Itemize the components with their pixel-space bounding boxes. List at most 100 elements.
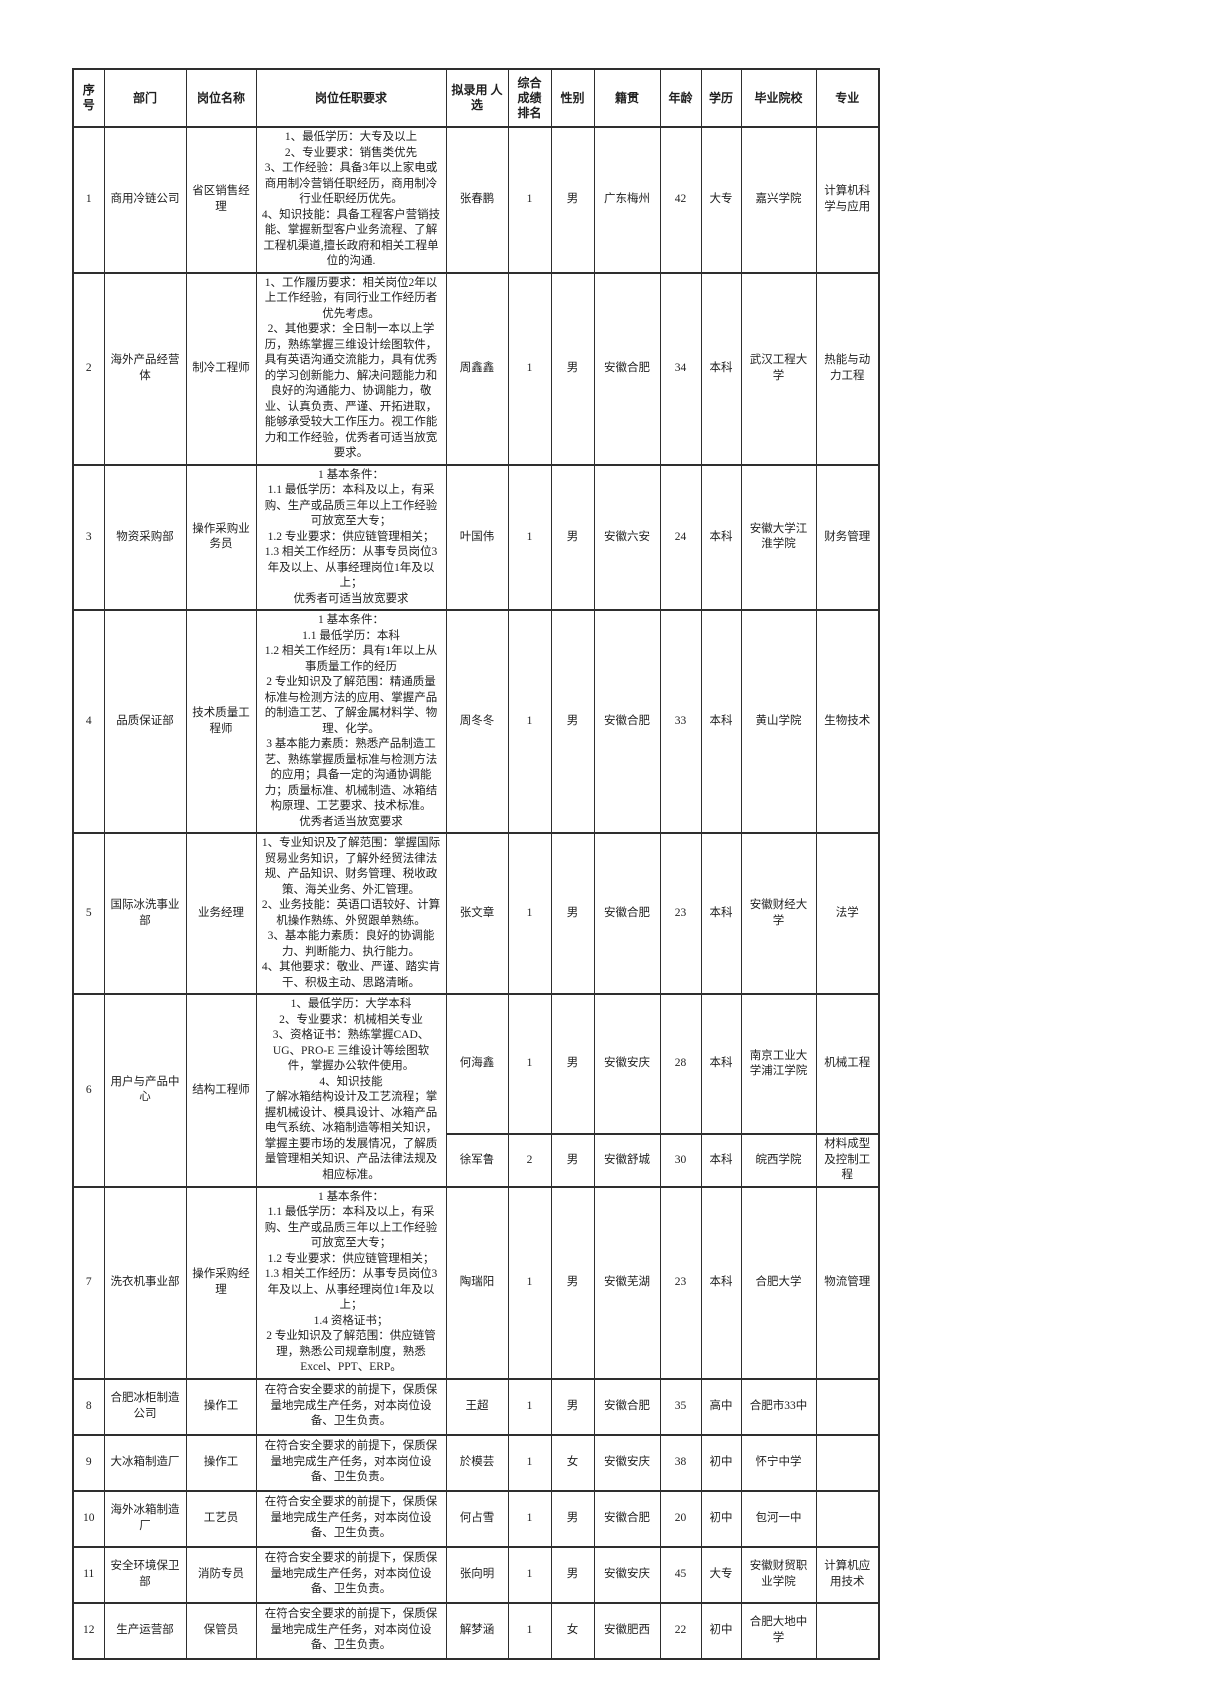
requirements-cell: 1、最低学历：大学本科 2、专业要求：机械相关专业 3、资格证书：熟练掌握CAD… xyxy=(255,993,447,1188)
seq-cell: 8 xyxy=(72,1377,105,1436)
rank-cell: 1 xyxy=(507,832,552,995)
table-row: 8 合肥冰柜制造公司 操作工 在符合安全要求的前提下，保质保量地完成生产任务，对本岗位… xyxy=(72,1377,880,1436)
header-position: 岗位名称 xyxy=(185,68,257,128)
candidate-name-cell: 何占雪 xyxy=(445,1489,509,1548)
gender-cell: 女 xyxy=(550,1601,595,1660)
department-cell: 商用冷链公司 xyxy=(103,126,187,274)
table-row: 徐军鲁 2 男安徽舒城 30 本科 皖西学院 材料成型及控制工程 xyxy=(73,1133,880,1188)
major-cell: 财务管理 xyxy=(815,463,880,611)
rank-cell: 1 xyxy=(507,271,552,466)
major-cell: 生物技术 xyxy=(815,609,880,834)
age-cell: 42 xyxy=(659,126,702,274)
position-cell: 操作采购业务员 xyxy=(185,463,257,611)
table-row: 4 品质保证部 技术质量工程师 1 基本条件： 1.1 最低学历：本科 1.2 相关工… xyxy=(72,609,880,834)
education-cell: 大专 xyxy=(700,126,742,274)
major-cell: 计算机科学与应用 xyxy=(815,126,880,274)
candidate-name-cell: 解梦涵 xyxy=(445,1601,509,1660)
education-cell: 高中 xyxy=(700,1377,742,1436)
gender-cell: 男 xyxy=(550,271,595,466)
department-cell: 品质保证部 xyxy=(103,609,187,834)
school-cell: 怀宁中学 xyxy=(740,1433,817,1492)
origin-cell: 安徽安庆 xyxy=(593,1433,661,1492)
origin-cell: 安徽合肥 xyxy=(593,609,661,834)
requirements-cell: 在符合安全要求的前提下，保质保量地完成生产任务，对本岗位设备、卫生负责。 xyxy=(255,1489,447,1548)
requirements-cell: 1 基本条件： 1.1 最低学历：本科及以上，有采购、生产或品质三年以上工作经验… xyxy=(255,463,447,611)
position-cell: 技术质量工程师 xyxy=(185,609,257,834)
seq-cell: 6 xyxy=(72,993,105,1188)
education-cell: 本科 xyxy=(700,609,742,834)
table-row: 11 安全环境保卫部 消防专员 在符合安全要求的前提下，保质保量地完成生产任务，对本岗… xyxy=(72,1545,880,1604)
origin-cell: 安徽合肥 xyxy=(593,1489,661,1548)
age-cell: 24 xyxy=(659,463,702,611)
table-row: 12 生产运营部 保管员 在符合安全要求的前提下，保质保量地完成生产任务，对本岗位设备… xyxy=(72,1601,880,1660)
department-cell: 海外冰箱制造厂 xyxy=(103,1489,187,1548)
school-cell: 包河一中 xyxy=(740,1489,817,1548)
age-cell: 45 xyxy=(659,1545,702,1604)
header-origin: 籍贯 xyxy=(593,68,661,128)
requirements-cell: 1 基本条件： 1.1 最低学历：本科及以上，有采购、生产或品质三年以上工作经验… xyxy=(255,1185,447,1380)
age-cell: 30 xyxy=(659,1133,702,1188)
seq-cell: 1 xyxy=(72,126,105,274)
major-cell xyxy=(815,1489,880,1548)
major-cell: 计算机应用技术 xyxy=(815,1545,880,1604)
rank-cell: 1 xyxy=(507,1433,552,1492)
major-cell: 法学 xyxy=(815,832,880,995)
education-cell: 本科 xyxy=(700,993,742,1135)
origin-cell: 安徽六安 xyxy=(593,463,661,611)
origin-cell: 安徽合肥 xyxy=(593,832,661,995)
header-age: 年龄 xyxy=(659,68,702,128)
age-cell: 23 xyxy=(659,832,702,995)
candidate-name-cell: 王超 xyxy=(445,1377,509,1436)
candidate-name-cell: 叶国伟 xyxy=(445,463,509,611)
gender-cell: 男 xyxy=(550,1377,595,1436)
department-cell: 生产运营部 xyxy=(103,1601,187,1660)
department-cell: 国际冰洗事业部 xyxy=(103,832,187,995)
gender-cell: 男 xyxy=(550,126,595,274)
table-row: 3 物资采购部 操作采购业务员 1 基本条件： 1.1 最低学历：本科及以上，有采购、… xyxy=(72,463,880,611)
position-cell: 结构工程师 xyxy=(185,993,257,1188)
rank-cell: 1 xyxy=(507,1489,552,1548)
rank-cell: 1 xyxy=(507,126,552,274)
header-education: 学历 xyxy=(700,68,742,128)
table-row: 2 海外产品经营体 制冷工程师 1、工作履历要求：相关岗位2年以上工作经验，有同行业工… xyxy=(72,271,880,466)
education-cell: 本科 xyxy=(700,832,742,995)
school-cell: 合肥市33中 xyxy=(740,1377,817,1436)
education-cell: 本科 xyxy=(700,1133,742,1188)
rank-cell: 1 xyxy=(507,993,552,1135)
school-cell: 合肥大学 xyxy=(740,1185,817,1380)
education-cell: 本科 xyxy=(700,463,742,611)
school-cell: 武汉工程大学 xyxy=(740,271,817,466)
requirements-cell: 1、工作履历要求：相关岗位2年以上工作经验，有同行业工作经历者优先考虑。 2、其… xyxy=(255,271,447,466)
gender-cell: 男 xyxy=(550,993,595,1135)
seq-cell: 3 xyxy=(72,463,105,611)
department-cell: 物资采购部 xyxy=(103,463,187,611)
department-cell: 安全环境保卫部 xyxy=(103,1545,187,1604)
requirements-cell: 1、专业知识及了解范围：掌握国际贸易业务知识，了解外经贸法律法规、产品知识、财务… xyxy=(255,832,447,995)
seq-cell: 10 xyxy=(72,1489,105,1548)
requirements-cell: 在符合安全要求的前提下，保质保量地完成生产任务，对本岗位设备、卫生负责。 xyxy=(255,1545,447,1604)
origin-cell: 安徽合肥 xyxy=(593,271,661,466)
candidate-name-cell: 陶瑞阳 xyxy=(445,1185,509,1380)
requirements-cell: 在符合安全要求的前提下，保质保量地完成生产任务，对本岗位设备、卫生负责。 xyxy=(255,1377,447,1436)
origin-cell: 安徽合肥 xyxy=(593,1377,661,1436)
school-cell: 南京工业大学浦江学院 xyxy=(740,993,817,1135)
gender-cell: 男 xyxy=(550,832,595,995)
school-cell: 皖西学院 xyxy=(740,1133,817,1188)
origin-cell: 安徽安庆 xyxy=(593,1545,661,1604)
education-cell: 本科 xyxy=(700,1185,742,1380)
requirements-cell: 1、最低学历：大专及以上 2、专业要求：销售类优先 3、工作经验：具备3年以上家… xyxy=(255,126,447,274)
candidate-name-cell: 张文章 xyxy=(445,832,509,995)
position-cell: 业务经理 xyxy=(185,832,257,995)
origin-cell: 广东梅州 xyxy=(593,126,661,274)
rank-cell: 1 xyxy=(507,463,552,611)
table-row: 5 国际冰洗事业部 业务经理 1、专业知识及了解范围：掌握国际贸易业务知识，了解外经贸… xyxy=(72,832,880,995)
rank-cell: 1 xyxy=(507,609,552,834)
age-cell: 22 xyxy=(659,1601,702,1660)
age-cell: 33 xyxy=(659,609,702,834)
requirements-cell: 在符合安全要求的前提下，保质保量地完成生产任务，对本岗位设备、卫生负责。 xyxy=(255,1433,447,1492)
age-cell: 38 xyxy=(659,1433,702,1492)
department-cell: 大冰箱制造厂 xyxy=(103,1433,187,1492)
position-cell: 消防专员 xyxy=(185,1545,257,1604)
age-cell: 28 xyxy=(659,993,702,1135)
